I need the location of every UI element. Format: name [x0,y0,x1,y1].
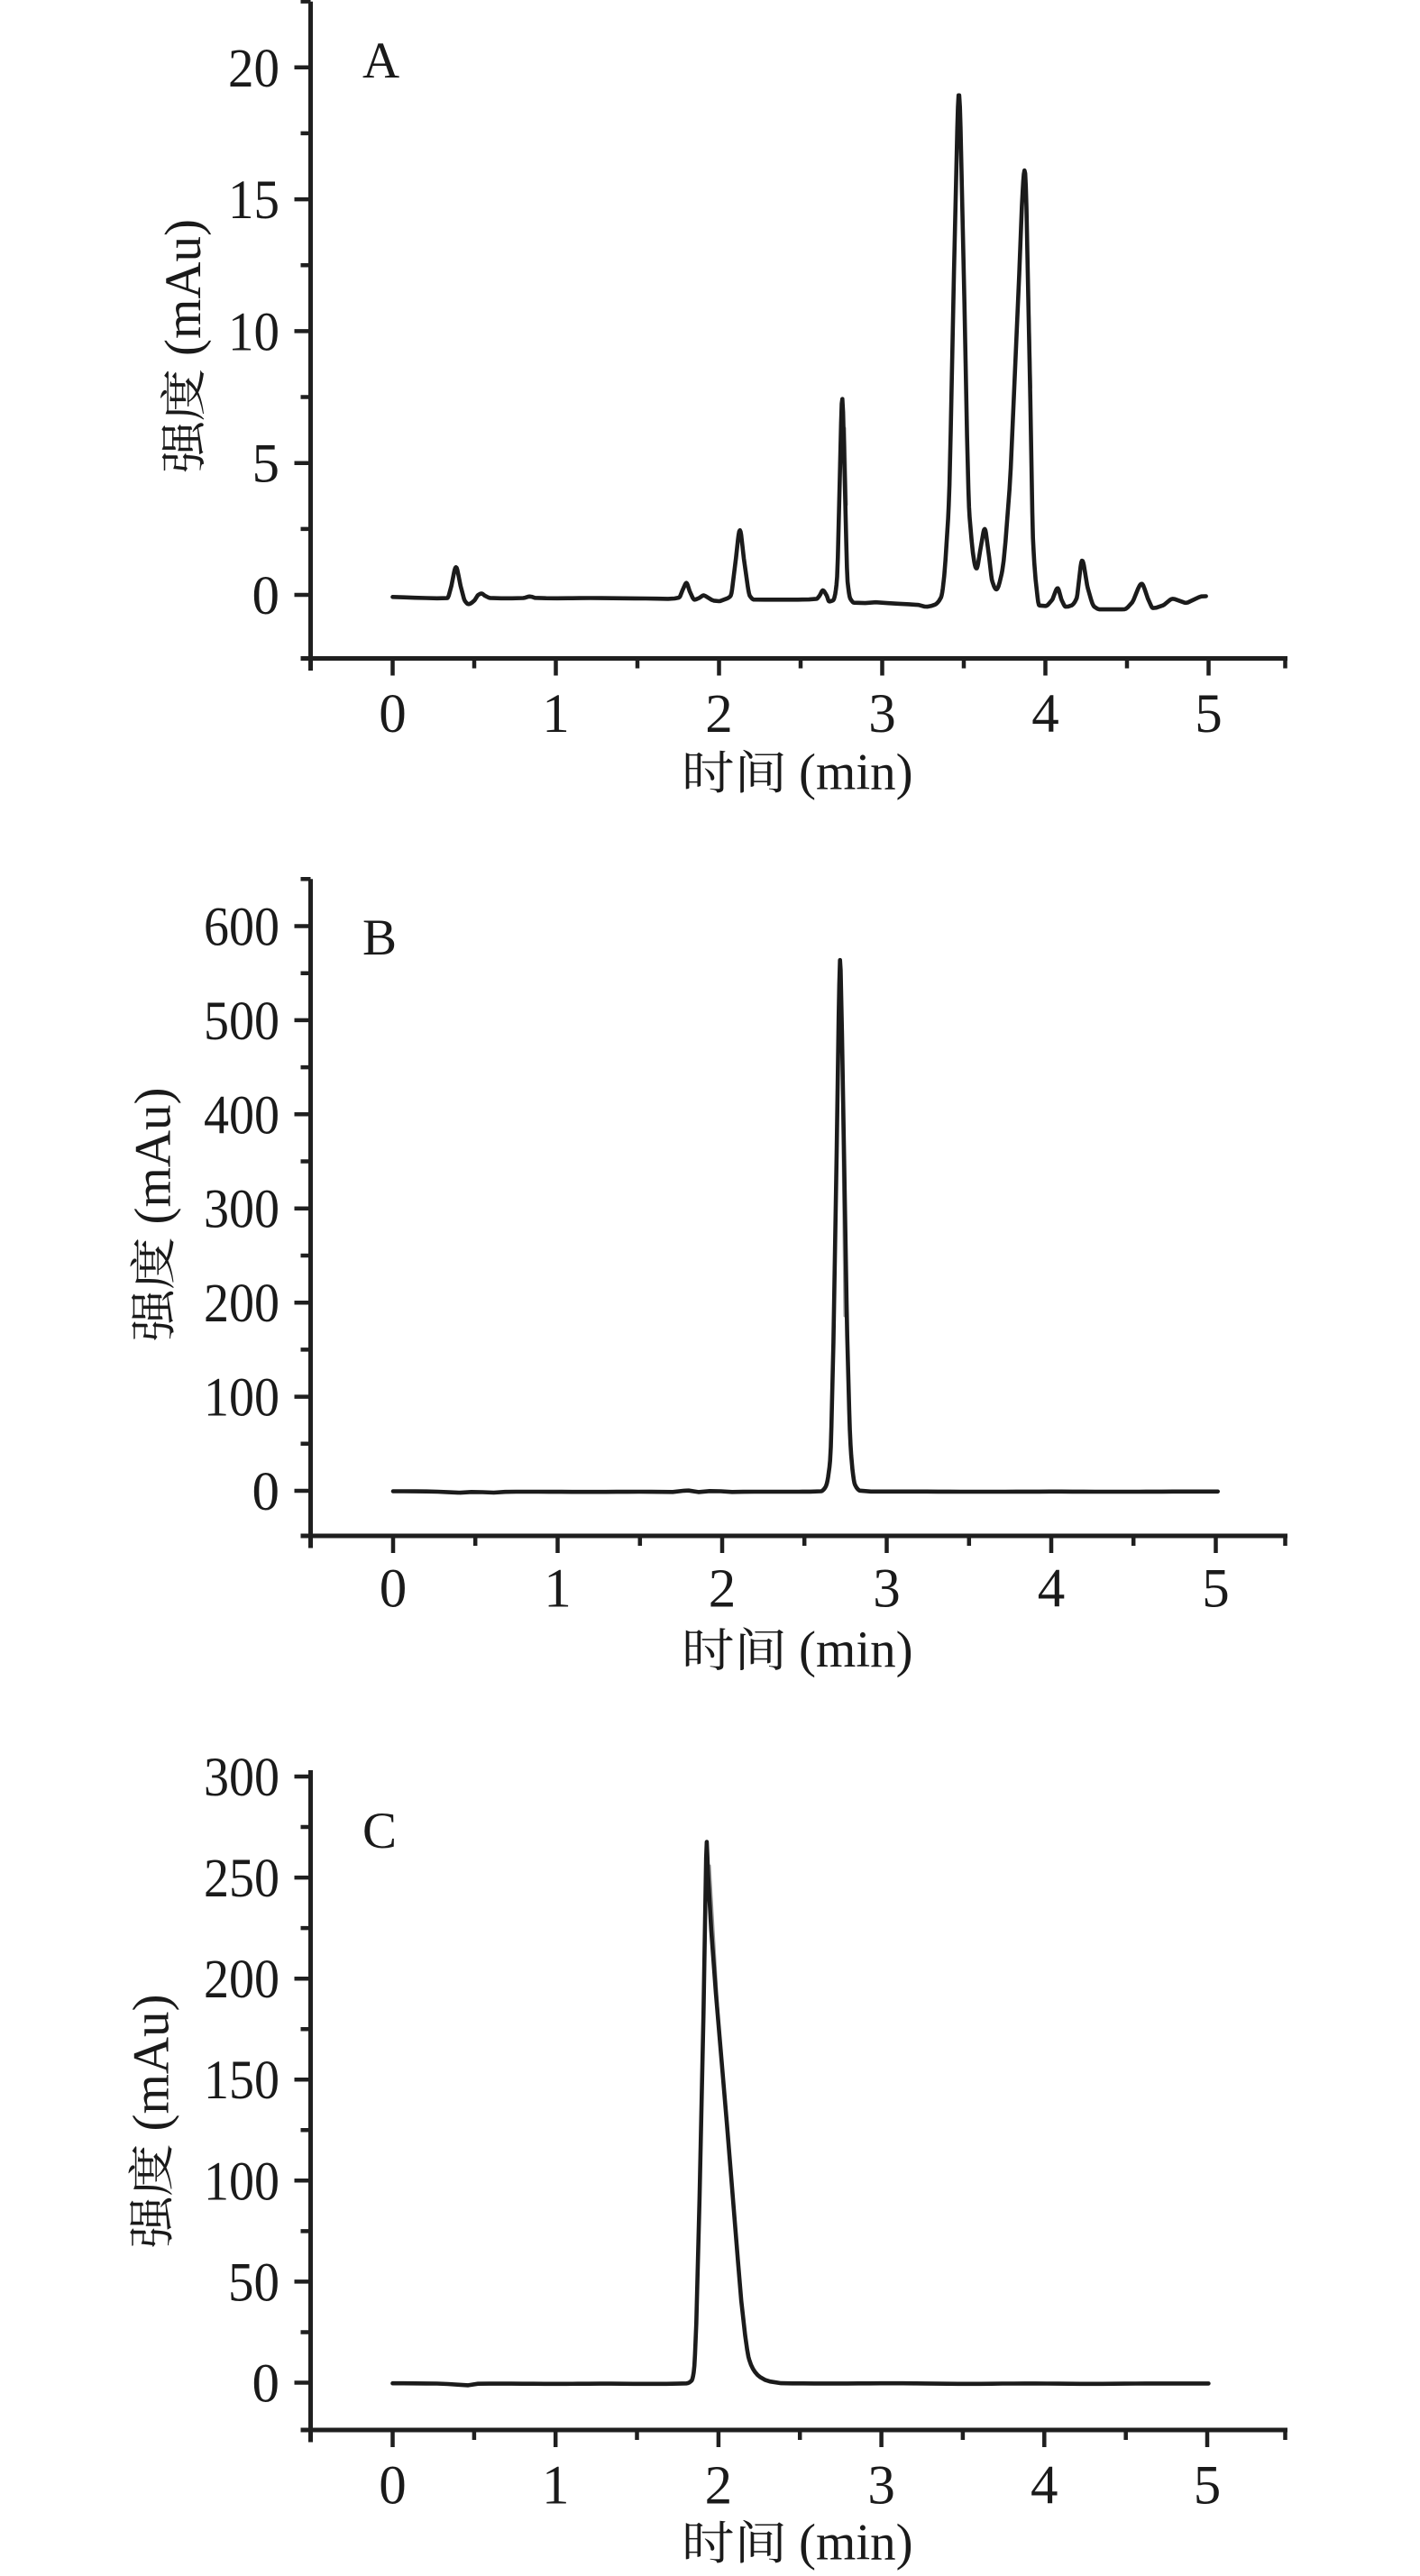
svg-text:4: 4 [1031,2456,1058,2517]
svg-text:300: 300 [204,1748,279,1808]
svg-text:600: 600 [204,898,279,958]
svg-text:B: B [362,909,397,966]
svg-text:4: 4 [1031,684,1059,744]
svg-text:5: 5 [1194,2456,1222,2517]
svg-text:2: 2 [705,2456,733,2517]
svg-text:4: 4 [1038,1559,1066,1620]
svg-text:2: 2 [705,684,733,744]
svg-text:(mAu): (mAu) [155,219,212,356]
svg-text:150: 150 [204,2051,279,2111]
svg-text:300: 300 [204,1180,279,1240]
svg-text:400: 400 [204,1085,279,1146]
svg-text:2: 2 [709,1559,737,1620]
svg-text:(mAu): (mAu) [125,1088,182,1225]
svg-text:20: 20 [228,39,279,99]
svg-text:0: 0 [380,1559,408,1620]
svg-text:3: 3 [867,2456,895,2517]
svg-text:(min): (min) [799,2515,913,2571]
svg-text:C: C [362,1803,397,1859]
svg-text:(min): (min) [799,1621,913,1678]
svg-text:3: 3 [873,1559,901,1620]
svg-text:5: 5 [1195,684,1223,744]
svg-text:5: 5 [1202,1559,1230,1620]
svg-text:0: 0 [252,566,280,626]
svg-text:5: 5 [252,434,280,495]
svg-text:1: 1 [542,684,570,744]
svg-text:100: 100 [204,2151,279,2212]
svg-text:0: 0 [379,2456,407,2517]
svg-text:10: 10 [228,302,279,362]
svg-text:3: 3 [868,684,896,744]
svg-text:(mAu): (mAu) [124,1995,180,2132]
svg-text:15: 15 [228,170,279,231]
svg-text:(min): (min) [799,744,913,801]
svg-text:1: 1 [544,1559,572,1620]
svg-text:50: 50 [228,2252,279,2313]
svg-text:0: 0 [252,1462,280,1522]
svg-text:100: 100 [204,1368,279,1429]
svg-text:A: A [362,32,399,89]
svg-text:500: 500 [204,991,279,1052]
svg-text:200: 200 [204,1950,279,2010]
svg-text:0: 0 [379,684,407,744]
svg-text:250: 250 [204,1849,279,1909]
svg-text:0: 0 [252,2354,280,2415]
svg-text:200: 200 [204,1274,279,1334]
svg-text:1: 1 [542,2456,570,2517]
